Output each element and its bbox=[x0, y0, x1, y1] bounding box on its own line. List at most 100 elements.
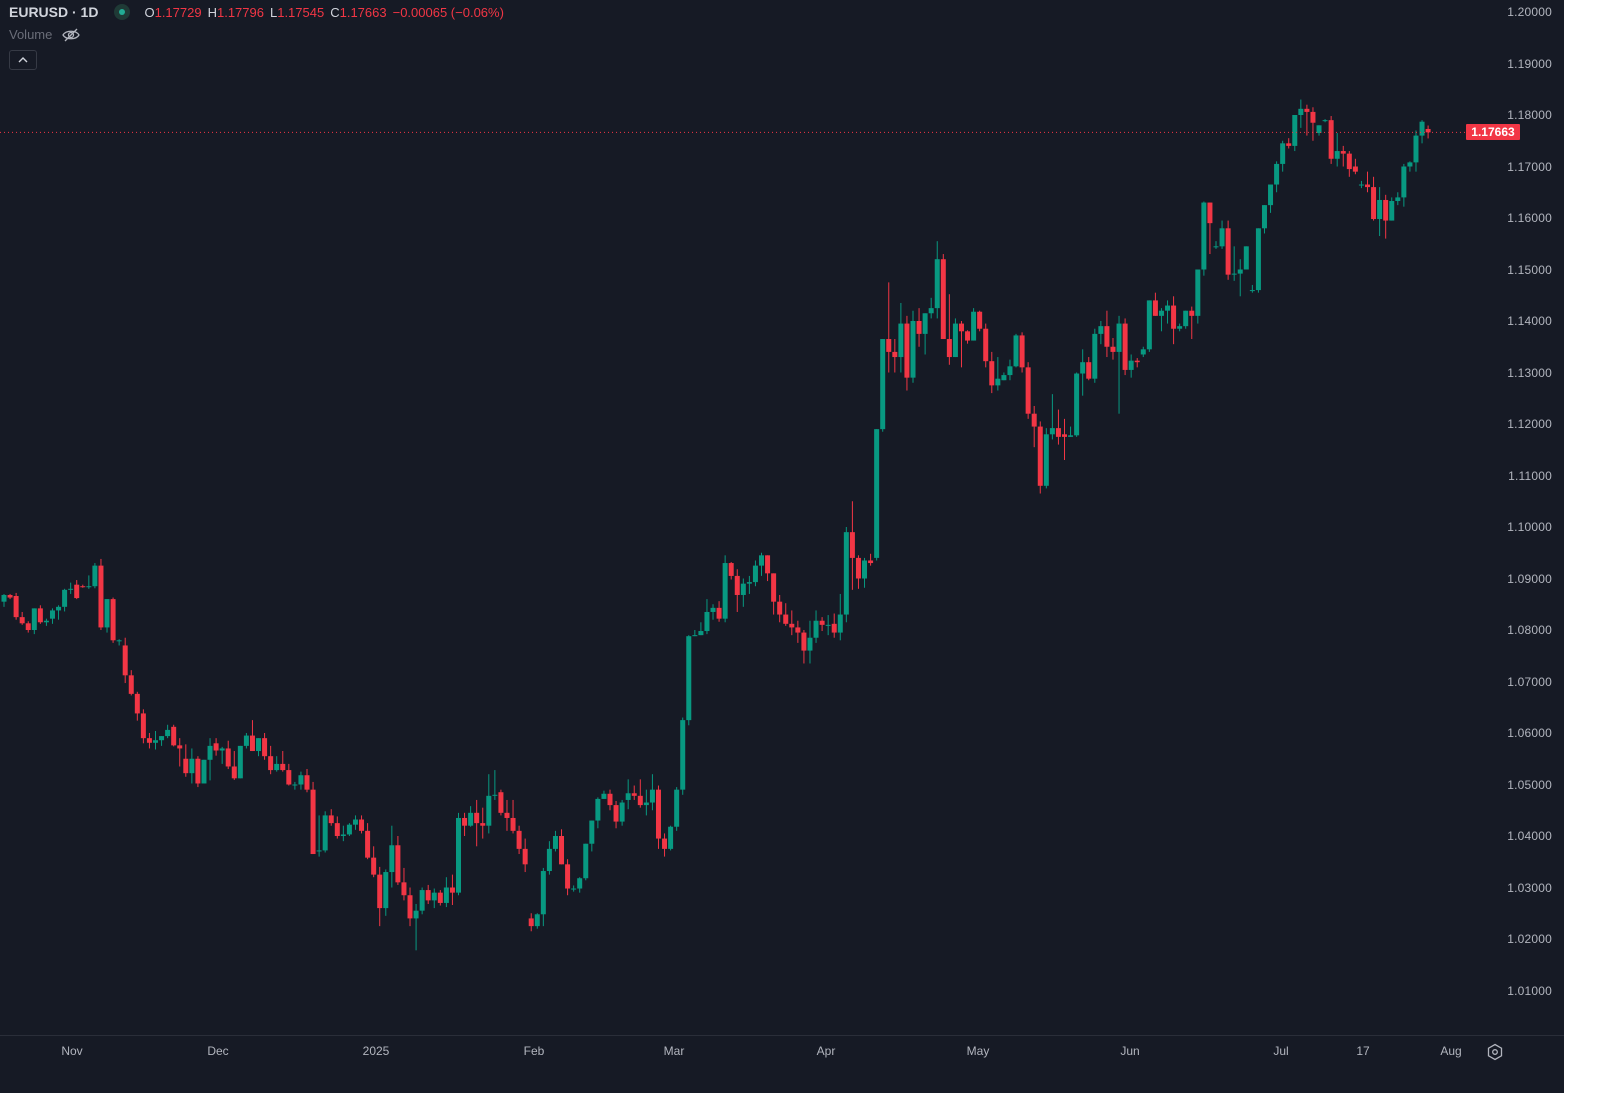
candle bbox=[649, 774, 655, 811]
candle bbox=[286, 763, 292, 786]
candle bbox=[1195, 269, 1201, 324]
candle bbox=[1352, 158, 1358, 175]
candle bbox=[1310, 107, 1316, 141]
candle bbox=[1086, 357, 1092, 381]
candle bbox=[583, 843, 589, 881]
candle bbox=[1358, 180, 1364, 189]
price-axis[interactable]: 1.20000 1.19000 1.18000 1.17000 1.16000 1.150… bbox=[1490, 0, 1564, 1035]
candle bbox=[1407, 161, 1413, 172]
candle bbox=[359, 815, 365, 834]
price-tick: 1.01000 bbox=[1507, 983, 1552, 998]
candle bbox=[92, 563, 98, 589]
price-tick: 1.14000 bbox=[1507, 314, 1552, 328]
candle bbox=[540, 867, 546, 927]
candle bbox=[1122, 318, 1128, 376]
price-tick: 1.07000 bbox=[1507, 674, 1552, 689]
candle bbox=[783, 603, 789, 626]
candle bbox=[68, 582, 74, 594]
price-chart-plot[interactable] bbox=[0, 0, 1490, 1035]
candle bbox=[492, 770, 498, 800]
change-value: −0.00065 (−0.06%) bbox=[392, 4, 504, 20]
candle bbox=[577, 877, 583, 893]
settings-icon[interactable] bbox=[1486, 1043, 1504, 1061]
candle bbox=[722, 555, 728, 623]
candle bbox=[98, 558, 104, 630]
candle bbox=[31, 608, 37, 635]
candle bbox=[153, 730, 158, 750]
time-tick: Jul bbox=[1273, 1044, 1289, 1058]
candle bbox=[795, 620, 801, 643]
candle bbox=[855, 555, 861, 589]
candle bbox=[1183, 310, 1189, 329]
candle bbox=[80, 584, 86, 588]
candle bbox=[456, 812, 461, 896]
candle bbox=[831, 613, 837, 638]
symbol-title[interactable]: EURUSD · 1D bbox=[9, 4, 99, 20]
candle bbox=[965, 330, 971, 344]
candle bbox=[86, 575, 92, 589]
candle bbox=[728, 562, 734, 580]
candle bbox=[498, 789, 504, 816]
candle bbox=[316, 815, 322, 857]
candle bbox=[1395, 192, 1401, 206]
candle bbox=[159, 736, 165, 746]
candle bbox=[19, 611, 25, 625]
candle bbox=[1231, 246, 1237, 281]
candle bbox=[462, 812, 468, 836]
candle bbox=[177, 738, 183, 767]
price-tick: 1.20000 bbox=[1507, 5, 1552, 19]
candle bbox=[625, 779, 631, 810]
candle bbox=[752, 560, 758, 587]
candle bbox=[1274, 161, 1280, 193]
candle bbox=[1152, 292, 1158, 316]
candle bbox=[1213, 241, 1219, 249]
candle bbox=[1001, 372, 1007, 381]
price-tick: 1.13000 bbox=[1507, 365, 1552, 380]
price-tick: 1.11000 bbox=[1508, 468, 1552, 483]
candle bbox=[765, 555, 771, 582]
candle bbox=[910, 310, 916, 383]
candle bbox=[346, 823, 352, 836]
price-tick: 1.04000 bbox=[1507, 829, 1552, 843]
candle bbox=[595, 797, 601, 829]
time-tick: Nov bbox=[61, 1044, 83, 1058]
candle bbox=[304, 769, 310, 793]
low-label: L bbox=[269, 4, 278, 20]
candle bbox=[1219, 220, 1225, 249]
candle bbox=[1116, 315, 1122, 414]
candle bbox=[680, 717, 686, 795]
candlestick-series bbox=[0, 99, 1490, 951]
candle bbox=[528, 913, 534, 932]
price-tick: 1.10000 bbox=[1507, 520, 1552, 534]
time-tick: Aug bbox=[1440, 1044, 1462, 1058]
candle bbox=[759, 552, 764, 576]
time-tick: 17 bbox=[1356, 1044, 1370, 1058]
eye-off-icon[interactable] bbox=[62, 28, 81, 42]
volume-indicator-legend[interactable]: Volume bbox=[9, 27, 81, 42]
candle bbox=[1189, 306, 1195, 340]
candle bbox=[13, 592, 19, 620]
candle bbox=[1377, 187, 1383, 237]
candle bbox=[1371, 176, 1377, 221]
candle bbox=[898, 302, 904, 373]
candle bbox=[56, 605, 62, 620]
collapse-legend-button[interactable] bbox=[9, 50, 37, 70]
price-tick: 1.02000 bbox=[1507, 932, 1552, 946]
price-tick: 1.15000 bbox=[1507, 262, 1552, 277]
candle bbox=[1062, 418, 1067, 461]
candle bbox=[7, 593, 13, 600]
time-axis[interactable]: Nov Dec 2025 Feb Mar Apr May Jun Jul 17 Aug bbox=[0, 1035, 1564, 1093]
candle bbox=[1110, 337, 1116, 360]
candle bbox=[395, 836, 401, 885]
candle bbox=[1134, 358, 1140, 368]
candle bbox=[352, 815, 358, 830]
chevron-up-icon bbox=[18, 57, 28, 63]
candle bbox=[1401, 163, 1407, 207]
candle bbox=[546, 841, 552, 875]
candle bbox=[1243, 246, 1249, 270]
candle bbox=[613, 800, 619, 829]
candle bbox=[189, 748, 195, 784]
candle bbox=[1365, 171, 1370, 193]
candle bbox=[110, 597, 116, 643]
candle bbox=[1128, 354, 1134, 378]
